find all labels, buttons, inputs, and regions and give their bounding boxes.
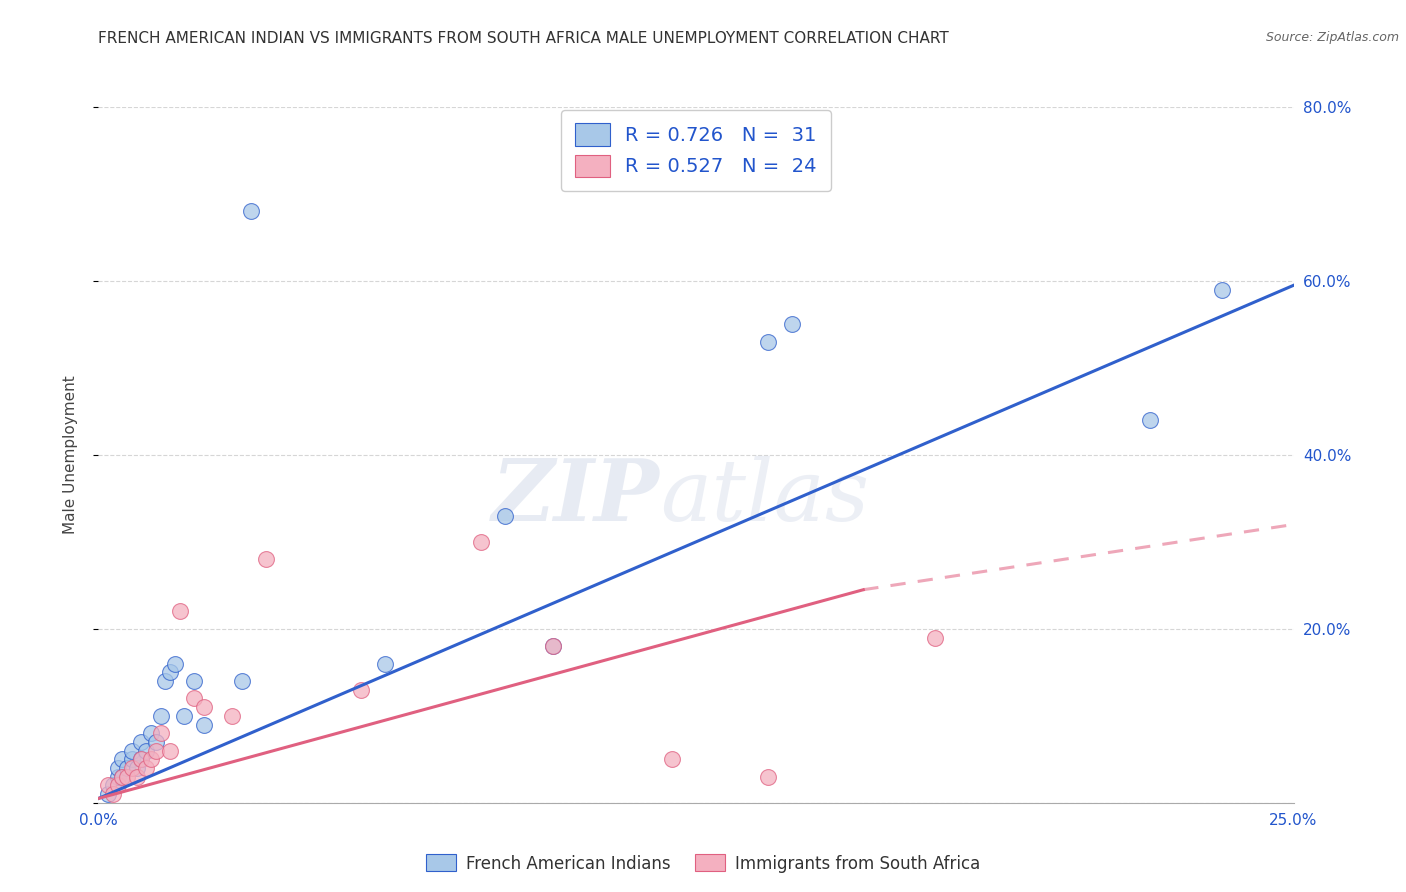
Text: FRENCH AMERICAN INDIAN VS IMMIGRANTS FROM SOUTH AFRICA MALE UNEMPLOYMENT CORRELA: FRENCH AMERICAN INDIAN VS IMMIGRANTS FRO… [98,31,949,46]
Point [661,752,683,766]
Point [101,778,124,793]
Point [131,752,153,766]
Point [145,744,167,758]
Point [135,761,157,775]
Point [139,726,162,740]
Point [121,761,143,775]
Point [780,318,803,332]
Point [115,770,138,784]
Point [193,717,215,731]
Point [183,691,205,706]
Point [149,726,172,740]
Point [135,744,157,758]
Point [163,657,186,671]
Point [193,700,215,714]
Point [125,770,148,784]
Point [155,674,177,689]
Point [240,204,263,219]
Point [131,735,153,749]
Point [1211,283,1233,297]
Point [111,770,134,784]
Point [111,752,134,766]
Point [111,770,134,784]
Point [139,752,162,766]
Text: Source: ZipAtlas.com: Source: ZipAtlas.com [1265,31,1399,45]
Point [221,708,243,723]
Point [107,770,129,784]
Point [125,761,148,775]
Point [131,752,153,766]
Y-axis label: Male Unemployment: Male Unemployment [63,376,77,534]
Point [470,534,492,549]
Point [97,787,120,801]
Point [121,744,143,758]
Point [541,639,564,653]
Legend: R = 0.726   N =  31, R = 0.527   N =  24: R = 0.726 N = 31, R = 0.527 N = 24 [561,110,831,191]
Text: atlas: atlas [661,455,869,538]
Point [231,674,253,689]
Point [254,552,277,566]
Point [107,778,129,793]
Point [541,639,564,653]
Point [115,761,138,775]
Point [374,657,396,671]
Point [350,682,373,697]
Point [924,631,946,645]
Text: ZIP: ZIP [492,455,661,539]
Point [756,770,779,784]
Point [159,665,181,680]
Point [183,674,205,689]
Point [173,708,195,723]
Legend: French American Indians, Immigrants from South Africa: French American Indians, Immigrants from… [419,847,987,880]
Point [97,778,120,793]
Point [169,605,191,619]
Point [756,334,779,349]
Point [107,761,129,775]
Point [145,735,167,749]
Point [149,708,172,723]
Point [159,744,181,758]
Point [494,508,516,523]
Point [121,752,143,766]
Point [1139,413,1161,427]
Point [101,787,124,801]
